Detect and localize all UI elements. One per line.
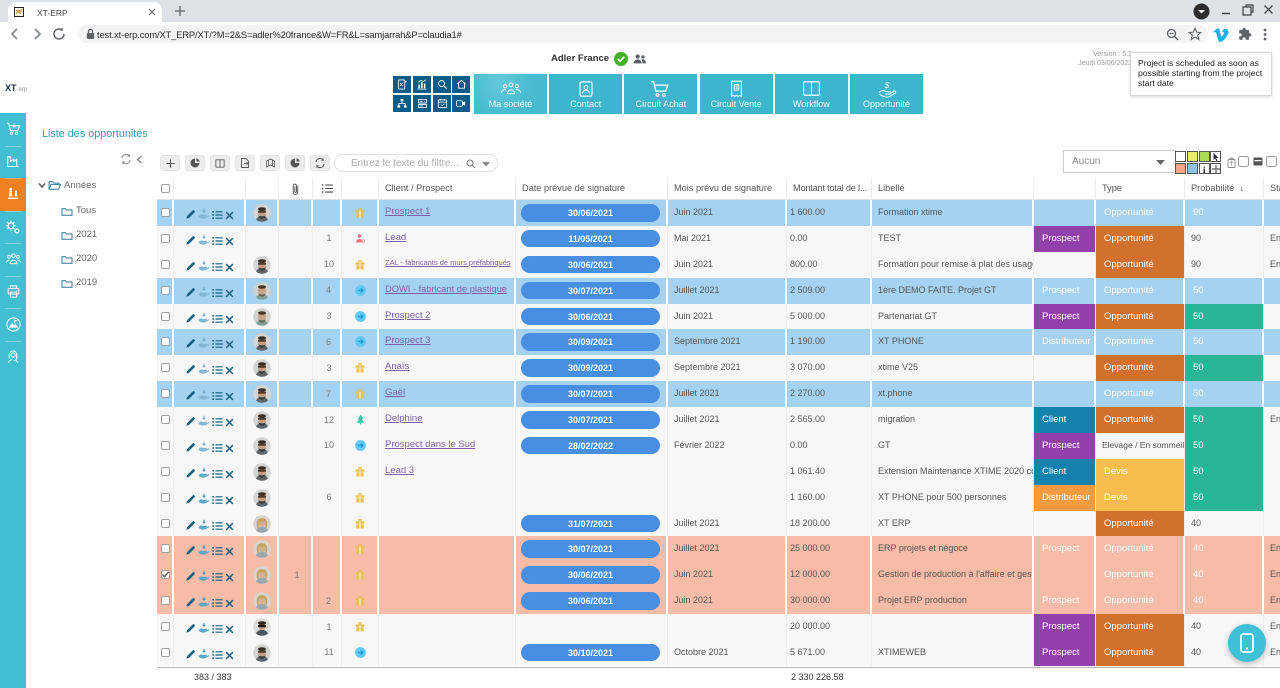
- svg-text:$: $: [735, 85, 738, 91]
- svg-text:$: $: [883, 81, 889, 90]
